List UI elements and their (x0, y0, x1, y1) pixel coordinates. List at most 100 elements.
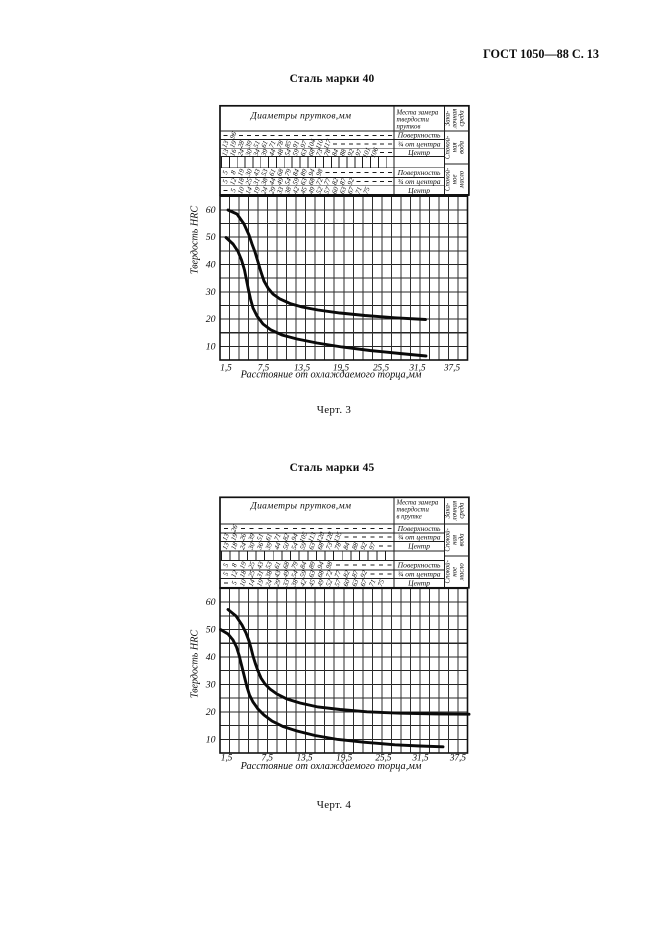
svg-text:101: 101 (361, 146, 372, 159)
svg-text:18: 18 (238, 569, 248, 579)
svg-text:39: 39 (264, 541, 275, 552)
svg-text:18: 18 (229, 541, 239, 551)
svg-text:63: 63 (338, 185, 348, 195)
svg-text:28: 28 (236, 139, 246, 149)
svg-text:88: 88 (338, 147, 348, 157)
svg-text:вода: вода (459, 533, 466, 547)
svg-text:59: 59 (291, 176, 301, 186)
svg-text:52: 52 (315, 185, 325, 195)
svg-text:14: 14 (244, 185, 254, 195)
svg-text:89: 89 (307, 560, 317, 570)
svg-text:60: 60 (206, 597, 216, 608)
svg-text:71: 71 (367, 578, 377, 587)
svg-text:твердости: твердости (397, 116, 430, 123)
svg-text:77: 77 (322, 176, 332, 186)
svg-text:24: 24 (260, 185, 270, 195)
svg-text:12: 12 (228, 176, 238, 186)
svg-text:37,5: 37,5 (443, 363, 460, 373)
svg-text:71: 71 (354, 186, 364, 195)
svg-text:110: 110 (314, 138, 325, 151)
svg-text:45: 45 (307, 578, 317, 588)
svg-text:96: 96 (228, 130, 238, 140)
svg-text:44: 44 (268, 147, 278, 157)
svg-text:12: 12 (229, 569, 239, 579)
svg-text:92: 92 (359, 569, 369, 579)
svg-text:54: 54 (283, 176, 293, 186)
svg-text:78: 78 (333, 541, 343, 551)
svg-text:30: 30 (244, 167, 255, 178)
svg-text:82: 82 (342, 569, 352, 579)
svg-text:61: 61 (264, 532, 274, 541)
svg-text:26: 26 (229, 523, 239, 533)
svg-text:Поверхность: Поверхность (397, 561, 441, 570)
svg-text:67: 67 (359, 578, 369, 588)
svg-text:Сталь марки 45: Сталь марки 45 (290, 462, 375, 474)
svg-text:53: 53 (264, 560, 274, 570)
svg-text:60: 60 (206, 205, 216, 216)
svg-text:Поверхность: Поверхность (397, 168, 441, 177)
svg-text:79: 79 (283, 167, 293, 177)
svg-text:18: 18 (236, 176, 246, 186)
svg-text:25,5: 25,5 (373, 363, 389, 373)
svg-text:49: 49 (281, 569, 291, 579)
svg-text:44: 44 (273, 541, 283, 551)
svg-text:105: 105 (298, 530, 310, 543)
svg-text:106: 106 (369, 146, 381, 159)
svg-text:¾ от центра: ¾ от центра (398, 140, 441, 149)
svg-text:72: 72 (324, 569, 334, 579)
svg-text:24: 24 (238, 541, 248, 551)
svg-text:92: 92 (359, 541, 369, 551)
svg-text:13: 13 (220, 147, 230, 157)
svg-text:38: 38 (259, 176, 270, 187)
svg-text:51: 51 (255, 532, 265, 541)
svg-text:Диаметры прутков,мм: Диаметры прутков,мм (250, 111, 352, 122)
svg-text:63: 63 (307, 541, 317, 551)
svg-text:5: 5 (222, 570, 231, 577)
svg-text:33: 33 (275, 185, 286, 196)
svg-text:ное: ное (452, 567, 459, 577)
svg-text:73: 73 (315, 147, 325, 157)
svg-text:прутков: прутков (397, 123, 421, 130)
svg-text:19: 19 (236, 167, 246, 177)
svg-text:135: 135 (332, 530, 344, 543)
svg-text:Поверхность: Поверхность (397, 131, 441, 140)
svg-text:97: 97 (367, 541, 377, 551)
svg-text:78: 78 (275, 139, 285, 149)
svg-text:57: 57 (333, 578, 343, 588)
svg-text:19,5: 19,5 (333, 363, 349, 373)
svg-text:19: 19 (238, 560, 248, 570)
svg-text:68: 68 (316, 541, 326, 551)
svg-text:38: 38 (289, 578, 300, 589)
svg-text:24: 24 (236, 147, 246, 157)
svg-text:36: 36 (255, 541, 266, 552)
svg-text:19: 19 (252, 185, 262, 195)
svg-text:31: 31 (255, 569, 265, 579)
svg-text:72: 72 (315, 176, 325, 186)
svg-text:Сталь марки 40: Сталь марки 40 (290, 73, 375, 85)
svg-text:7,5: 7,5 (258, 363, 270, 373)
svg-text:97: 97 (354, 147, 364, 157)
svg-text:Зака-: Зака- (445, 502, 452, 518)
svg-text:75: 75 (376, 578, 386, 588)
svg-text:19: 19 (229, 532, 239, 542)
svg-text:37,5: 37,5 (449, 753, 466, 763)
svg-text:Спокой-: Спокой- (445, 528, 452, 552)
svg-text:10: 10 (206, 342, 216, 353)
svg-text:68: 68 (281, 560, 291, 570)
svg-text:33: 33 (281, 578, 292, 589)
svg-text:масло: масло (459, 170, 466, 189)
svg-text:45: 45 (299, 185, 309, 195)
svg-text:91: 91 (291, 139, 301, 148)
svg-text:Спокой-: Спокой- (445, 559, 452, 583)
svg-text:ная: ная (452, 535, 459, 545)
svg-text:Твердость HRC: Твердость HRC (190, 206, 201, 275)
svg-text:¾ от центра: ¾ от центра (398, 177, 441, 186)
svg-text:38: 38 (283, 185, 294, 196)
svg-text:88: 88 (350, 541, 360, 551)
svg-text:43: 43 (252, 167, 262, 177)
svg-text:среда: среда (459, 502, 466, 519)
svg-text:104: 104 (306, 137, 318, 150)
svg-text:78: 78 (322, 147, 332, 157)
svg-text:34: 34 (251, 147, 262, 158)
svg-text:Черт. 3: Черт. 3 (317, 404, 352, 416)
